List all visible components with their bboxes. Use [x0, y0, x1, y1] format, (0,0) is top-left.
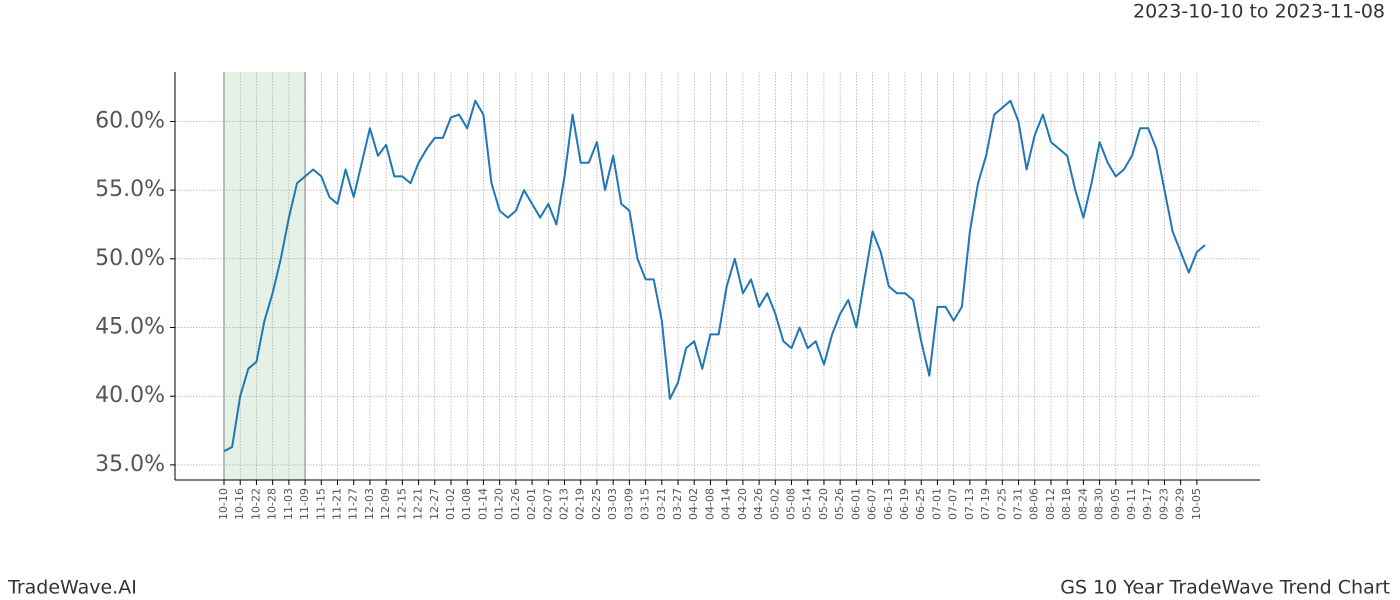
footer-right: GS 10 Year TradeWave Trend Chart	[1060, 577, 1390, 599]
x-tick-label: 04-20	[736, 488, 749, 520]
x-tick-label: 02-07	[541, 488, 554, 520]
x-tick-label: 07-07	[947, 488, 960, 520]
x-tick-label: 01-20	[493, 488, 506, 520]
x-tick-label: 11-27	[347, 488, 360, 520]
x-tick-label: 04-14	[720, 488, 733, 520]
x-tick-label: 04-08	[703, 488, 716, 520]
x-tick-label: 12-15	[395, 488, 408, 520]
x-tick-label: 10-10	[217, 488, 230, 520]
x-tick-label: 02-01	[525, 488, 538, 520]
x-tick-label: 07-19	[979, 488, 992, 520]
x-tick-label: 01-26	[509, 488, 522, 520]
x-tick-label: 03-15	[639, 488, 652, 520]
x-tick-label: 10-28	[266, 488, 279, 520]
x-tick-label: 10-22	[249, 488, 262, 520]
y-tick-label: 35.0%	[95, 452, 165, 477]
x-tick-label: 08-18	[1060, 488, 1073, 520]
x-tick-label: 03-09	[622, 488, 635, 520]
x-tick-label: 03-27	[671, 488, 684, 520]
x-tick-label: 12-03	[363, 488, 376, 520]
chart-title: 2023-10-10 to 2023-11-08	[1133, 1, 1385, 23]
x-tick-label: 07-31	[1012, 488, 1025, 520]
x-tick-label: 08-30	[1093, 488, 1106, 520]
x-tick-label: 09-05	[1109, 488, 1122, 520]
x-tick-label: 11-03	[282, 488, 295, 520]
x-tick-label: 02-13	[558, 488, 571, 520]
x-tick-label: 11-21	[331, 488, 344, 520]
x-tick-label: 05-02	[768, 488, 781, 520]
y-tick-label: 60.0%	[95, 108, 165, 133]
x-tick-label: 06-07	[866, 488, 879, 520]
x-tick-label: 02-25	[590, 488, 603, 520]
x-tick-label: 07-25	[995, 488, 1008, 520]
x-tick-label: 11-15	[314, 488, 327, 520]
x-tick-label: 04-02	[687, 488, 700, 520]
x-tick-label: 02-19	[574, 488, 587, 520]
x-tick-label: 11-09	[298, 488, 311, 520]
x-tick-label: 05-20	[817, 488, 830, 520]
x-tick-label: 05-26	[833, 488, 846, 520]
x-tick-label: 09-17	[1141, 488, 1154, 520]
x-tick-label: 01-14	[476, 488, 489, 520]
trend-line	[223, 99, 1206, 453]
x-tick-label: 01-08	[460, 488, 473, 520]
y-tick-label: 40.0%	[95, 383, 165, 408]
x-tick-label: 10-05	[1190, 488, 1203, 520]
x-tick-label: 07-01	[930, 488, 943, 520]
x-tick-label: 05-14	[801, 488, 814, 520]
x-tick-label: 06-19	[898, 488, 911, 520]
x-tick-label: 09-11	[1125, 488, 1138, 520]
x-tick-label: 05-08	[785, 488, 798, 520]
y-tick-label: 55.0%	[95, 177, 165, 202]
x-tick-label: 03-03	[606, 488, 619, 520]
x-tick-label: 09-29	[1174, 488, 1187, 520]
x-tick-label: 07-13	[963, 488, 976, 520]
x-tick-label: 06-13	[882, 488, 895, 520]
x-tick-label: 08-24	[1076, 488, 1089, 520]
x-tick-label: 10-16	[233, 488, 246, 520]
x-tick-label: 08-06	[1028, 488, 1041, 520]
x-tick-label: 08-12	[1044, 488, 1057, 520]
y-tick-label: 45.0%	[95, 315, 165, 340]
x-tick-label: 03-21	[655, 488, 668, 520]
footer-left: TradeWave.AI	[7, 577, 137, 599]
y-tick-label: 50.0%	[95, 246, 165, 271]
x-tick-label: 06-25	[914, 488, 927, 520]
x-tick-label: 09-23	[1157, 488, 1170, 520]
x-tick-label: 12-27	[428, 488, 441, 520]
x-tick-label: 01-02	[444, 488, 457, 520]
x-tick-label: 06-01	[849, 488, 862, 520]
x-tick-label: 12-21	[412, 488, 425, 520]
x-tick-label: 12-09	[379, 488, 392, 520]
x-tick-label: 04-26	[752, 488, 765, 520]
